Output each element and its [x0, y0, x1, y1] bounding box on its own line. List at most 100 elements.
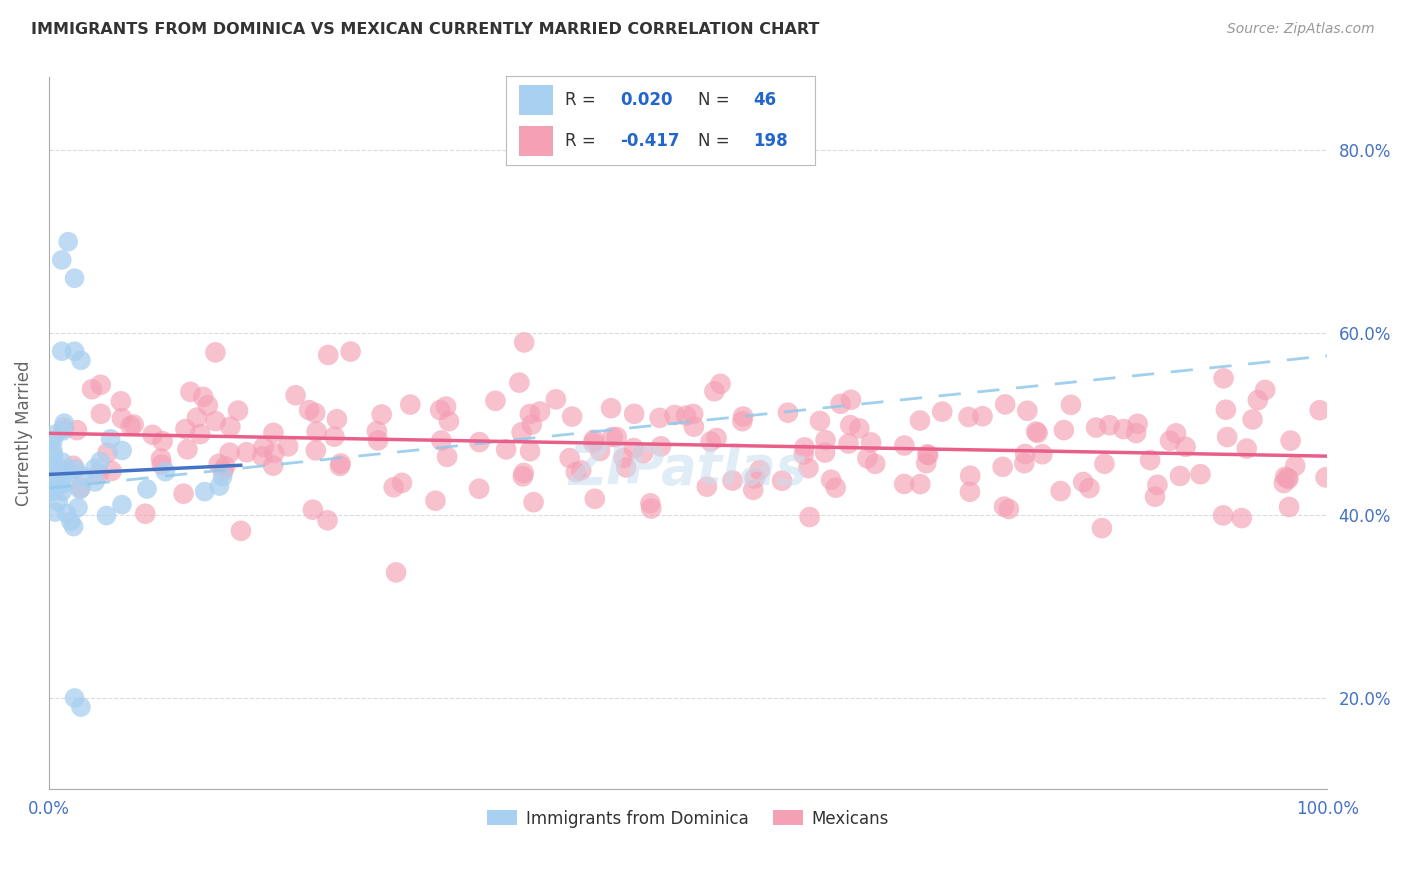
Point	[682, 407, 704, 421]
Point	[589, 444, 612, 458]
Point	[262, 458, 284, 473]
Point	[931, 404, 953, 418]
Point	[1094, 457, 1116, 471]
Point	[1143, 490, 1166, 504]
Point	[329, 458, 352, 473]
Point	[100, 432, 122, 446]
Point	[430, 434, 453, 448]
Point	[1272, 476, 1295, 491]
Point	[893, 438, 915, 452]
Point	[56, 235, 79, 249]
Point	[1014, 447, 1036, 461]
Point	[111, 443, 134, 458]
Point	[176, 442, 198, 457]
Text: 198: 198	[754, 132, 789, 150]
Point	[399, 398, 422, 412]
Point	[623, 441, 645, 455]
Point	[513, 335, 536, 350]
Point	[522, 495, 544, 509]
Point	[1085, 420, 1108, 434]
Point	[830, 397, 852, 411]
Point	[219, 419, 242, 434]
Point	[1078, 481, 1101, 495]
Point	[42, 434, 65, 448]
Point	[1274, 470, 1296, 484]
Point	[120, 418, 142, 433]
Point	[820, 473, 842, 487]
Y-axis label: Currently Married: Currently Married	[15, 360, 32, 506]
Point	[62, 519, 84, 533]
Point	[650, 439, 672, 453]
Point	[277, 439, 299, 453]
Point	[972, 409, 994, 424]
Point	[122, 417, 145, 432]
Point	[155, 465, 177, 479]
Point	[69, 480, 91, 494]
Point	[569, 463, 592, 477]
Text: Source: ZipAtlas.com: Source: ZipAtlas.com	[1227, 22, 1375, 37]
Point	[770, 474, 793, 488]
Point	[208, 479, 231, 493]
Point	[640, 496, 662, 510]
Point	[1230, 511, 1253, 525]
Point	[583, 491, 606, 506]
Point	[66, 500, 89, 515]
Point	[664, 408, 686, 422]
Point	[614, 460, 637, 475]
Point	[252, 449, 274, 463]
Point	[998, 502, 1021, 516]
Point	[824, 481, 846, 495]
Point	[46, 495, 69, 509]
Point	[42, 458, 65, 473]
Point	[87, 467, 110, 481]
Point	[70, 700, 93, 714]
Point	[742, 483, 765, 497]
Point	[90, 377, 112, 392]
Point	[1139, 453, 1161, 467]
Point	[959, 484, 981, 499]
Point	[110, 394, 132, 409]
Point	[49, 476, 72, 491]
Point	[1026, 425, 1049, 440]
Point	[96, 508, 118, 523]
Point	[302, 502, 325, 516]
Point	[136, 482, 159, 496]
Point	[90, 407, 112, 421]
Point	[59, 465, 82, 479]
Point	[235, 445, 257, 459]
Point	[253, 440, 276, 454]
Point	[837, 436, 859, 450]
Point	[42, 448, 65, 462]
Text: N =: N =	[697, 91, 735, 109]
Point	[748, 463, 770, 477]
Point	[848, 421, 870, 435]
Text: 46: 46	[754, 91, 776, 109]
Point	[326, 412, 349, 426]
Point	[52, 476, 75, 491]
Point	[212, 464, 235, 478]
Point	[839, 418, 862, 433]
Point	[582, 433, 605, 447]
Point	[391, 475, 413, 490]
Point	[49, 461, 72, 475]
Point	[565, 465, 588, 479]
Point	[52, 420, 75, 434]
Point	[186, 410, 208, 425]
Point	[648, 410, 671, 425]
Point	[305, 425, 328, 439]
Point	[675, 409, 697, 423]
Point	[602, 430, 624, 444]
Point	[262, 425, 284, 440]
Point	[1112, 422, 1135, 436]
Point	[1247, 393, 1270, 408]
Point	[204, 345, 226, 359]
Point	[1125, 425, 1147, 440]
Point	[44, 505, 66, 519]
Point	[179, 384, 201, 399]
Point	[1164, 426, 1187, 441]
Point	[208, 457, 231, 471]
Point	[808, 414, 831, 428]
Point	[284, 388, 307, 402]
Point	[468, 482, 491, 496]
Point	[316, 348, 339, 362]
